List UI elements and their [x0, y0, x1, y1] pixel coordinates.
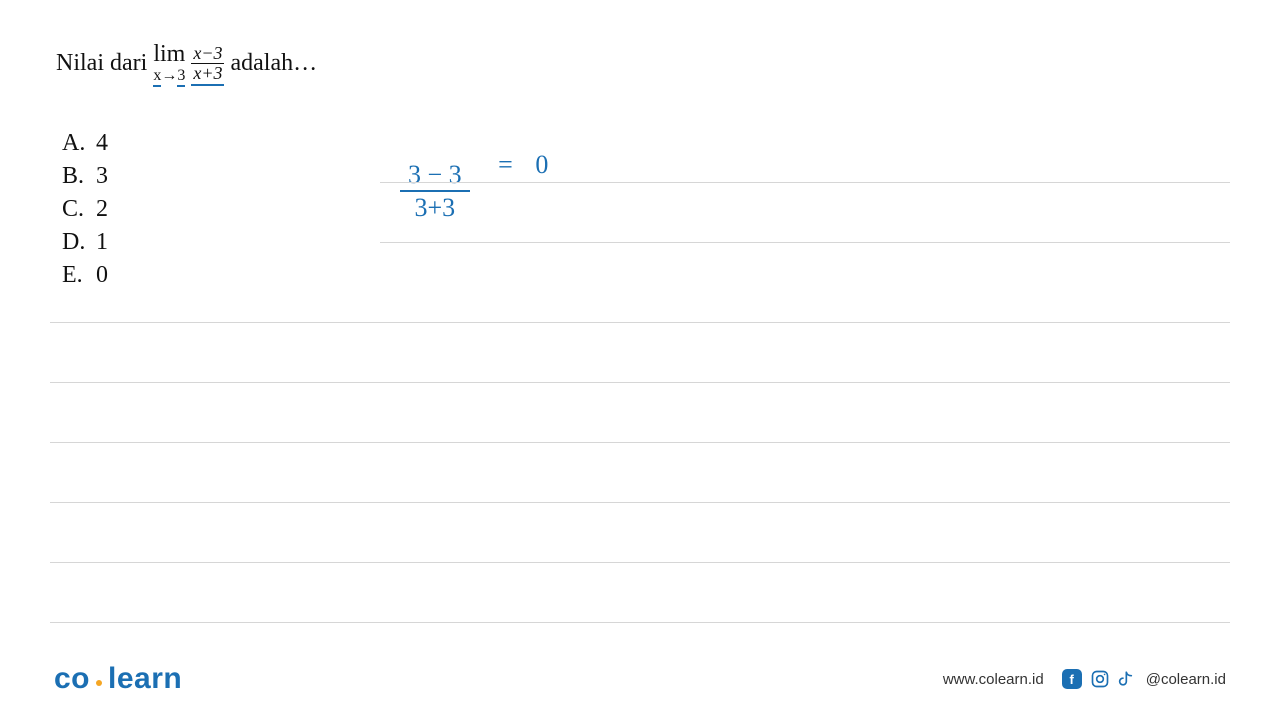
- hw-fraction: 3 − 3 3+3: [400, 161, 470, 222]
- options-list: A. 4 B. 3 C. 2 D. 1 E. 0: [62, 130, 108, 295]
- ruled-line: [50, 322, 1230, 323]
- fraction-den-underline: [191, 84, 224, 86]
- ruled-line: [50, 622, 1230, 623]
- option-value: 1: [96, 229, 108, 255]
- option-value: 4: [96, 130, 108, 156]
- facebook-icon[interactable]: f: [1062, 669, 1082, 689]
- ruled-line: [380, 242, 1230, 243]
- fraction-denominator: x+3: [191, 64, 224, 83]
- lim-sub-val: 3: [177, 67, 185, 87]
- footer: co learn www.colearn.id f: [0, 662, 1280, 696]
- fraction-numerator: x−3: [191, 44, 224, 63]
- social-handle[interactable]: @colearn.id: [1146, 671, 1226, 688]
- handwritten-working: 3 − 3 3+3 = 0: [400, 150, 548, 222]
- ruled-line: [380, 182, 1230, 183]
- limit-expression: lim x→3: [153, 42, 185, 84]
- option-label: A.: [62, 130, 90, 157]
- brand-logo: co learn: [54, 662, 182, 696]
- logo-left: co: [54, 662, 90, 696]
- ruled-line: [50, 562, 1230, 563]
- option-value: 3: [96, 163, 108, 189]
- option-a[interactable]: A. 4: [62, 130, 108, 157]
- option-b[interactable]: B. 3: [62, 163, 108, 190]
- option-label: B.: [62, 163, 90, 190]
- option-label: D.: [62, 229, 90, 256]
- question-suffix: adalah…: [230, 50, 317, 77]
- logo-dot: [96, 680, 102, 686]
- question-text: Nilai dari lim x→3 x−3 x+3 adalah…: [56, 42, 317, 84]
- option-value: 2: [96, 196, 108, 222]
- option-e[interactable]: E. 0: [62, 262, 108, 289]
- question-prefix: Nilai dari: [56, 50, 147, 77]
- ruled-line: [50, 502, 1230, 503]
- footer-url[interactable]: www.colearn.id: [943, 671, 1044, 688]
- option-value: 0: [96, 262, 108, 288]
- tiktok-icon[interactable]: [1118, 669, 1138, 689]
- hw-fraction-num: 3 − 3: [400, 161, 470, 190]
- footer-right: www.colearn.id f @colearn.id: [943, 669, 1226, 689]
- lim-arrow: →: [161, 67, 177, 84]
- instagram-icon[interactable]: [1090, 669, 1110, 689]
- social-icons: f @colearn.id: [1062, 669, 1226, 689]
- logo-right: learn: [108, 662, 182, 696]
- option-c[interactable]: C. 2: [62, 196, 108, 223]
- option-label: E.: [62, 262, 90, 289]
- page: Nilai dari lim x→3 x−3 x+3 adalah… A. 4 …: [0, 0, 1280, 720]
- option-d[interactable]: D. 1: [62, 229, 108, 256]
- option-label: C.: [62, 196, 90, 223]
- question-fraction: x−3 x+3: [191, 44, 224, 83]
- hw-equals: =: [498, 150, 513, 180]
- ruled-line: [50, 442, 1230, 443]
- lim-subscript: x→3: [153, 68, 185, 84]
- hw-answer: 0: [535, 150, 548, 180]
- lim-symbol: lim: [153, 42, 185, 66]
- hw-fraction-den: 3+3: [407, 192, 464, 221]
- ruled-line: [50, 382, 1230, 383]
